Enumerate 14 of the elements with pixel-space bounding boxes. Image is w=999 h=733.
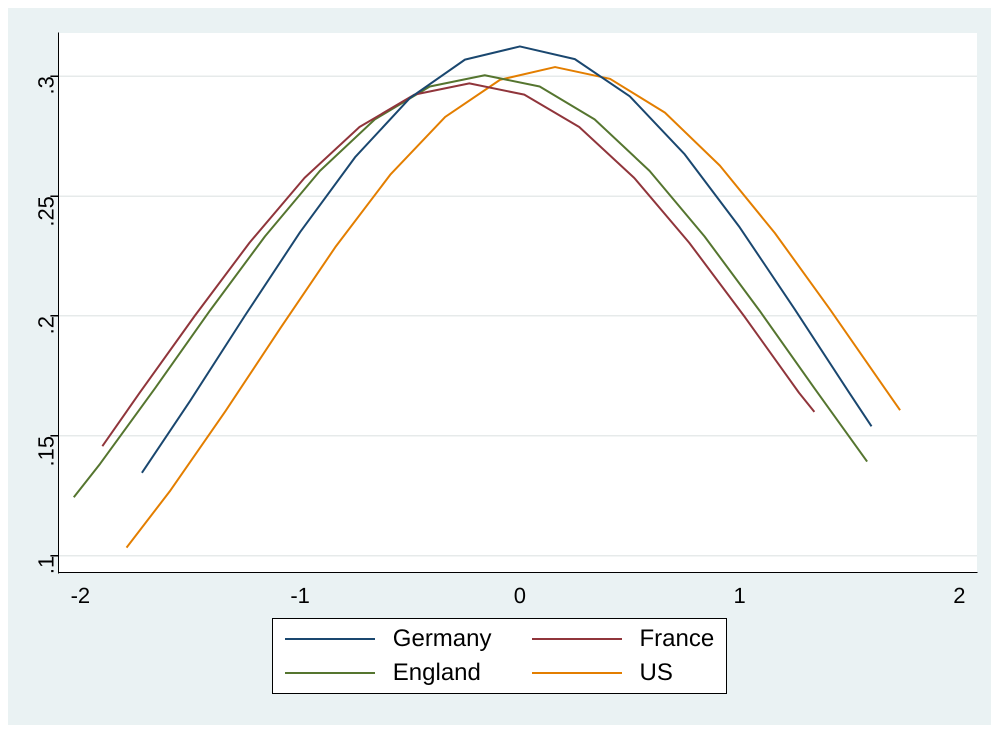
x-tick-label: -2 [70,582,90,608]
y-tick-label: .15 [33,436,58,466]
x-tick-label: 1 [734,582,746,608]
legend-label: US [640,659,673,687]
x-tick-label: -1 [290,582,310,608]
x-tick-label: 2 [953,582,966,608]
x-tick-label: 0 [514,582,526,608]
legend-label: England [392,659,481,687]
y-tick-label: .1 [33,556,58,574]
legend-label: France [640,625,714,653]
y-tick-label: .25 [33,196,58,227]
y-tick-label: .2 [33,316,58,334]
legend-label: Germany [392,625,492,653]
y-tick-label: .3 [33,76,58,95]
